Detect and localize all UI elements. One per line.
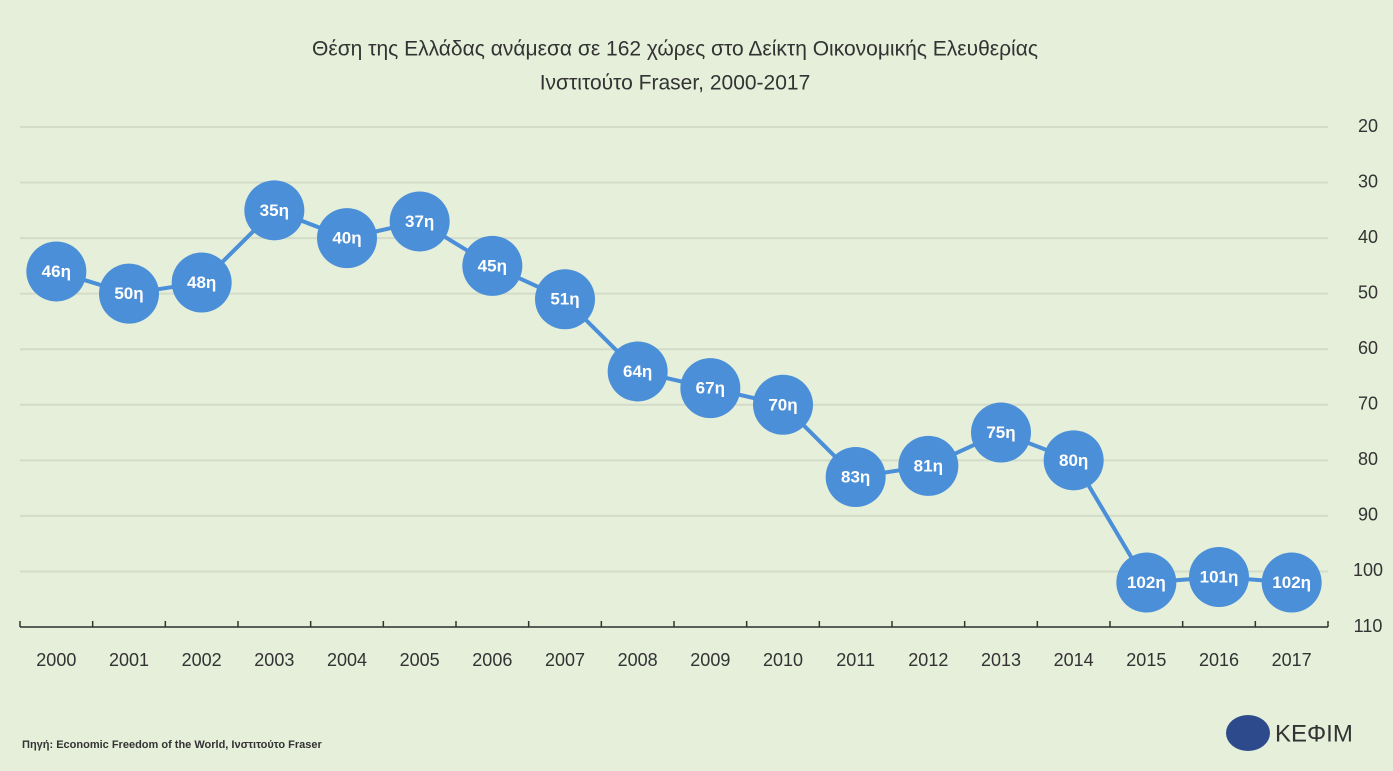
x-tick-label: 2011 <box>836 650 875 670</box>
data-label: 102η <box>1272 573 1311 592</box>
data-label: 75η <box>986 423 1015 442</box>
x-tick-label: 2012 <box>908 650 948 670</box>
data-point <box>317 208 377 269</box>
data-label: 102η <box>1127 573 1166 592</box>
y-tick-label: 100 <box>1353 560 1383 580</box>
data-label: 64η <box>623 362 652 381</box>
x-tick-label: 2000 <box>36 650 76 670</box>
data-point <box>535 269 595 330</box>
data-point <box>1116 552 1177 613</box>
y-tick-label: 90 <box>1358 505 1378 525</box>
x-tick-label: 2015 <box>1126 650 1166 670</box>
data-point <box>26 241 87 302</box>
data-label: 50η <box>114 284 143 303</box>
x-tick-label: 2002 <box>182 650 222 670</box>
data-point <box>1189 547 1249 607</box>
data-label: 101η <box>1200 567 1239 586</box>
data-point <box>1043 430 1104 491</box>
data-point <box>825 447 886 507</box>
x-tick-label: 2005 <box>400 650 440 670</box>
data-label: 51η <box>550 290 579 309</box>
data-point <box>680 358 741 419</box>
x-tick-label: 2001 <box>109 650 149 670</box>
x-tick-label: 2006 <box>472 650 512 670</box>
chart-subtitle: Ινστιτούτο Fraser, 2000-2017 <box>540 72 811 95</box>
data-label: 45η <box>478 256 507 275</box>
data-point <box>462 235 523 296</box>
x-tick-label: 2016 <box>1199 650 1239 670</box>
data-point <box>607 341 668 402</box>
x-tick-label: 2009 <box>690 650 730 670</box>
data-label: 46η <box>42 262 71 281</box>
data-label: 80η <box>1059 451 1088 470</box>
source-note: Πηγή: Economic Freedom of the World, Ινσ… <box>22 739 323 751</box>
data-point <box>99 263 159 324</box>
chart-title: Θέση της Ελλάδας ανάμεσα σε 162 χώρες στ… <box>312 38 1038 61</box>
x-tick-label: 2008 <box>618 650 658 670</box>
y-tick-label: 110 <box>1354 616 1383 636</box>
data-label: 48η <box>187 273 216 292</box>
y-tick-label: 70 <box>1358 394 1378 414</box>
logo-icon <box>1226 715 1270 751</box>
x-tick-label: 2017 <box>1272 650 1312 670</box>
data-point <box>1261 552 1322 613</box>
data-point <box>171 252 232 313</box>
data-point <box>753 374 813 435</box>
data-point <box>898 435 959 496</box>
y-tick-label: 20 <box>1358 116 1378 136</box>
y-tick-label: 50 <box>1358 282 1378 302</box>
data-label: 37η <box>405 212 434 231</box>
data-point <box>244 180 305 241</box>
data-label: 83η <box>841 467 870 486</box>
y-tick-label: 80 <box>1358 449 1378 469</box>
x-tick-label: 2003 <box>254 650 294 670</box>
x-tick-label: 2014 <box>1054 650 1094 670</box>
y-tick-label: 40 <box>1358 227 1378 247</box>
y-tick-label: 60 <box>1358 338 1378 358</box>
y-tick-label: 30 <box>1358 171 1378 191</box>
data-label: 35η <box>260 201 289 220</box>
x-tick-label: 2007 <box>545 650 585 670</box>
data-label: 70η <box>768 395 797 414</box>
x-tick-label: 2004 <box>327 650 367 670</box>
data-point <box>389 191 450 252</box>
logo-text: ΚΕΦΙΜ <box>1275 720 1353 747</box>
data-label: 81η <box>914 456 943 475</box>
data-point <box>971 402 1031 463</box>
x-tick-label: 2013 <box>981 650 1021 670</box>
data-label: 67η <box>696 379 725 398</box>
x-tick-label: 2010 <box>763 650 803 670</box>
data-label: 40η <box>332 229 361 248</box>
